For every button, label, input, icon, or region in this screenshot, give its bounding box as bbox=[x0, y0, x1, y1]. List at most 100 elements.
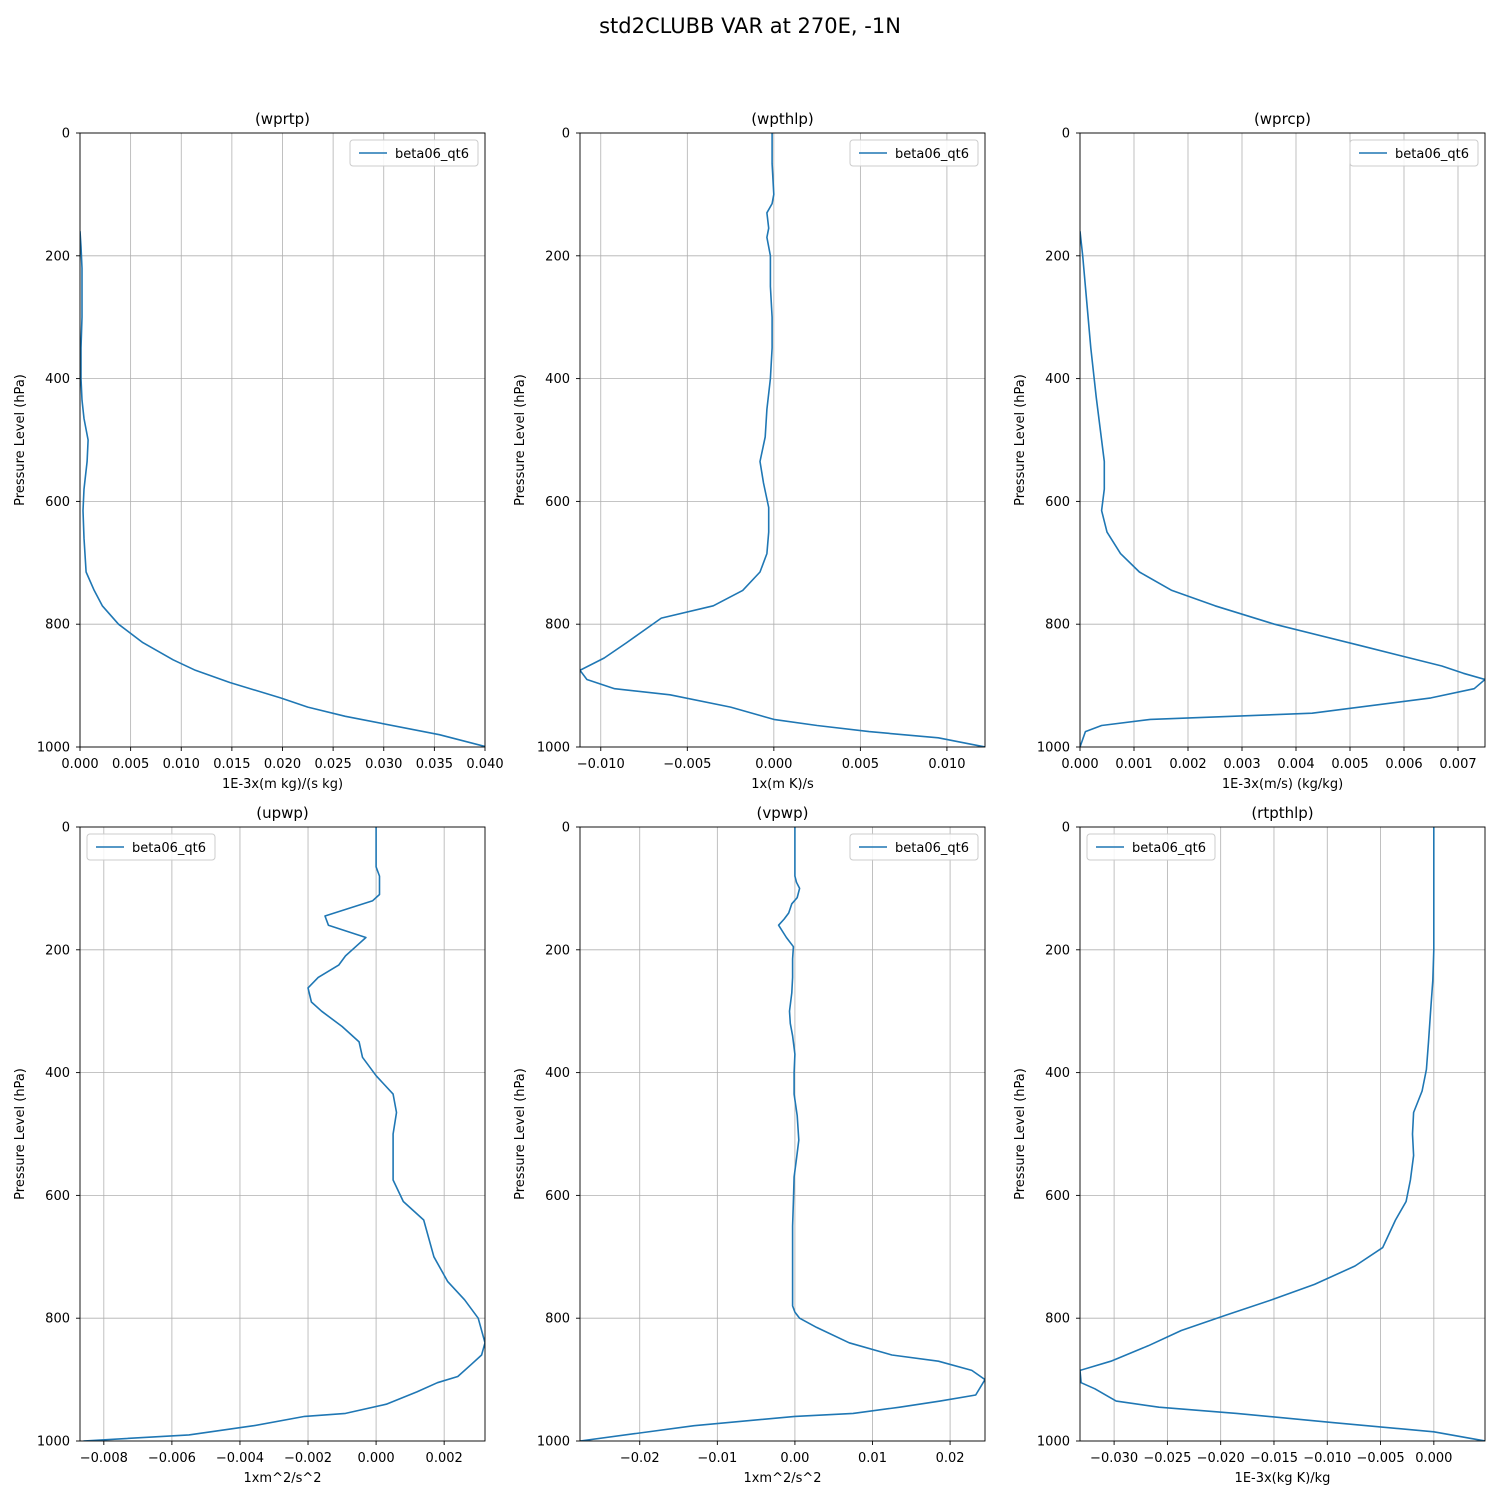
y-tick-label: 0 bbox=[562, 127, 570, 142]
y-tick-label: 0 bbox=[1062, 821, 1070, 836]
figure-title: std2CLUBB VAR at 270E, -1N bbox=[599, 14, 901, 38]
x-tick-label: 0.002 bbox=[426, 1451, 463, 1466]
x-tick-label: 0.007 bbox=[1439, 757, 1476, 772]
x-tick-label: 0.000 bbox=[357, 1451, 394, 1466]
x-tick-label: 0.005 bbox=[842, 757, 879, 772]
x-tick-label: −0.005 bbox=[1356, 1451, 1404, 1466]
y-axis-label: Pressure Level (hPa) bbox=[513, 1068, 528, 1200]
x-axis-label: 1xm^2/s^2 bbox=[743, 1471, 821, 1486]
legend: beta06_qt6 bbox=[849, 139, 979, 167]
y-tick-label: 1000 bbox=[37, 1435, 70, 1450]
x-tick-label: −0.02 bbox=[620, 1451, 660, 1466]
y-tick-label: 800 bbox=[1045, 1312, 1070, 1327]
x-tick-label: −0.01 bbox=[697, 1451, 737, 1466]
x-tick-label: 0.000 bbox=[755, 757, 792, 772]
plot-frame bbox=[579, 826, 986, 1442]
x-axis-label: 1E-3x(kg K)/kg bbox=[1235, 1471, 1331, 1486]
subplot-5: −0.02 −0.01 0.00 0.01 0.02 0 200 400 600 800 1000 (… bbox=[513, 804, 986, 1486]
subplot-title: (wprtp) bbox=[255, 110, 310, 128]
plot-frame bbox=[1079, 826, 1486, 1442]
y-tick-label: 0 bbox=[62, 127, 70, 142]
x-tick-label: 0.000 bbox=[61, 757, 98, 772]
series-line-1 bbox=[1080, 231, 1485, 747]
x-tick-label: −0.020 bbox=[1197, 1451, 1245, 1466]
x-tick-label: 0.010 bbox=[163, 757, 200, 772]
y-tick-label: 800 bbox=[545, 618, 570, 633]
x-tick-label: 0.02 bbox=[936, 1451, 965, 1466]
x-tick-label: −0.010 bbox=[1303, 1451, 1351, 1466]
legend-label: beta06_qt6 bbox=[1132, 841, 1206, 856]
y-tick-label: 600 bbox=[1045, 1189, 1070, 1204]
y-tick-label: 200 bbox=[45, 249, 70, 264]
x-tick-label: 0.005 bbox=[1331, 757, 1368, 772]
y-tick-label: 800 bbox=[545, 1312, 570, 1327]
x-tick-label: 0.00 bbox=[780, 1451, 809, 1466]
y-tick-label: 400 bbox=[545, 372, 570, 387]
y-tick-label: 400 bbox=[45, 372, 70, 387]
x-tick-label: 0.040 bbox=[466, 757, 503, 772]
x-tick-label: 0.01 bbox=[858, 1451, 887, 1466]
y-tick-label: 400 bbox=[545, 1066, 570, 1081]
y-tick-label: 0 bbox=[62, 821, 70, 836]
y-tick-label: 600 bbox=[1045, 495, 1070, 510]
x-tick-label: 0.030 bbox=[365, 757, 402, 772]
y-tick-label: 800 bbox=[45, 1312, 70, 1327]
y-tick-label: 400 bbox=[45, 1066, 70, 1081]
subplot-2: −0.010 −0.005 0.000 0.005 0.010 0 200 400 600 800… bbox=[513, 110, 986, 792]
x-tick-label: 0.010 bbox=[928, 757, 965, 772]
subplot-title: (rtpthlp) bbox=[1251, 804, 1313, 822]
plot-frame bbox=[79, 826, 486, 1442]
x-tick-label: 0.005 bbox=[112, 757, 149, 772]
y-tick-label: 800 bbox=[45, 618, 70, 633]
y-axis-label: Pressure Level (hPa) bbox=[1013, 1068, 1028, 1200]
y-tick-label: 1000 bbox=[1037, 741, 1070, 756]
x-tick-label: 0.000 bbox=[1061, 757, 1098, 772]
x-axis-label: 1E-3x(m kg)/(s kg) bbox=[222, 777, 343, 792]
y-axis-label: Pressure Level (hPa) bbox=[13, 374, 28, 506]
x-tick-label: 0.035 bbox=[416, 757, 453, 772]
subplot-3: 0.000 0.001 0.002 0.003 0.004 0.005 0.006 0.007… bbox=[1013, 110, 1486, 792]
legend: beta06_qt6 bbox=[349, 139, 479, 167]
y-axis-label: Pressure Level (hPa) bbox=[1013, 374, 1028, 506]
series-line-1 bbox=[1080, 827, 1485, 1441]
legend: beta06_qt6 bbox=[86, 833, 216, 861]
subplot-6: −0.030 −0.025 −0.020 −0.015 −0.010 −0.005 0.00… bbox=[1013, 804, 1486, 1486]
y-tick-label: 400 bbox=[1045, 1066, 1070, 1081]
x-tick-label: −0.005 bbox=[663, 757, 711, 772]
x-tick-label: 0.025 bbox=[315, 757, 352, 772]
y-tick-label: 1000 bbox=[537, 741, 570, 756]
subplot-4: −0.008 −0.006 −0.004 −0.002 0.000 0.002 0 200 40… bbox=[13, 804, 486, 1486]
legend: beta06_qt6 bbox=[1086, 833, 1216, 861]
x-tick-label: −0.006 bbox=[148, 1451, 196, 1466]
y-tick-label: 600 bbox=[45, 495, 70, 510]
y-tick-label: 600 bbox=[545, 495, 570, 510]
series-line-1 bbox=[80, 231, 485, 747]
x-axis-label: 1xm^2/s^2 bbox=[243, 1471, 321, 1486]
legend-box bbox=[1349, 139, 1479, 167]
y-axis-label: Pressure Level (hPa) bbox=[13, 1068, 28, 1200]
legend: beta06_qt6 bbox=[1349, 139, 1479, 167]
plot-frame bbox=[1079, 132, 1486, 748]
y-tick-label: 200 bbox=[1045, 943, 1070, 958]
subplot-1: 0.000 0.005 0.010 0.015 0.020 0.025 0.030 0.035… bbox=[13, 110, 504, 792]
x-tick-label: 0.001 bbox=[1115, 757, 1152, 772]
x-tick-label: 0.004 bbox=[1277, 757, 1314, 772]
x-tick-label: 0.003 bbox=[1223, 757, 1260, 772]
subplot-title: (upwp) bbox=[256, 804, 309, 822]
x-axis-label: 1E-3x(m/s) (kg/kg) bbox=[1222, 777, 1343, 792]
legend-label: beta06_qt6 bbox=[895, 841, 969, 856]
y-tick-label: 1000 bbox=[1037, 1435, 1070, 1450]
x-tick-label: −0.010 bbox=[577, 757, 625, 772]
y-tick-label: 1000 bbox=[37, 741, 70, 756]
x-tick-label: −0.008 bbox=[80, 1451, 128, 1466]
legend-label: beta06_qt6 bbox=[132, 841, 206, 856]
x-tick-label: −0.015 bbox=[1250, 1451, 1298, 1466]
x-tick-label: 0.006 bbox=[1385, 757, 1422, 772]
subplot-title: (vpwp) bbox=[757, 804, 809, 822]
y-tick-label: 200 bbox=[1045, 249, 1070, 264]
y-tick-label: 400 bbox=[1045, 372, 1070, 387]
y-tick-label: 800 bbox=[1045, 618, 1070, 633]
x-tick-label: −0.002 bbox=[284, 1451, 332, 1466]
y-tick-label: 0 bbox=[1062, 127, 1070, 142]
